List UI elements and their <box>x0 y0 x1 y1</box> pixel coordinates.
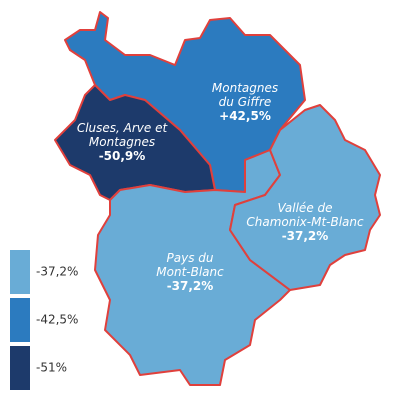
region-name: Vallée de <box>277 201 332 215</box>
region-name: Montagnes <box>212 81 278 95</box>
region-name: du Giffre <box>219 95 272 109</box>
legend: -37,2% -42,5% -51% <box>10 250 78 390</box>
region-value: -37,2% <box>167 279 214 293</box>
region-value: +42,5% <box>219 109 271 123</box>
region-name: Pays du <box>167 251 214 265</box>
legend-swatch <box>10 298 30 342</box>
region <box>229 104 381 291</box>
regions <box>54 11 381 386</box>
region-value: -37,2% <box>282 229 329 243</box>
legend-swatch <box>10 346 30 390</box>
legend-label: -42,5% <box>36 313 78 327</box>
legend-label: -51% <box>36 361 67 375</box>
region-name: Cluses, Arve et <box>77 121 169 135</box>
legend-label: -37,2% <box>36 265 78 279</box>
legend-swatch <box>10 250 30 294</box>
region-value: -50,9% <box>99 149 146 163</box>
region-name: Montagnes <box>89 135 155 149</box>
region <box>94 149 291 386</box>
region-name: Mont-Blanc <box>156 265 224 279</box>
region-name: Chamonix-Mt-Blanc <box>246 215 364 229</box>
